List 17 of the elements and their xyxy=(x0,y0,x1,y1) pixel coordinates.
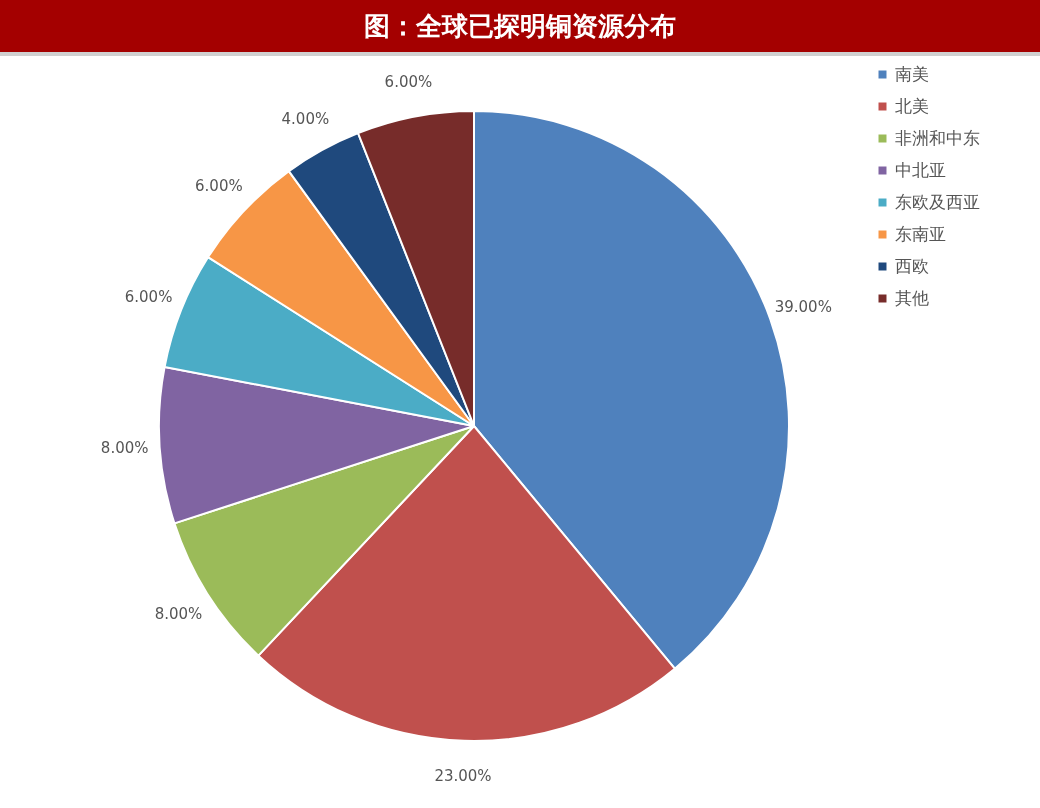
data-label: 23.00% xyxy=(434,766,492,785)
legend-label: 南美 xyxy=(895,63,929,84)
data-label: 6.00% xyxy=(124,288,173,307)
data-label: 8.00% xyxy=(154,604,203,623)
legend-label: 中北亚 xyxy=(895,159,946,180)
legend-label: 其他 xyxy=(895,287,929,308)
legend-label: 东欧及西亚 xyxy=(895,191,980,212)
data-label: 6.00% xyxy=(384,73,433,92)
data-label: 6.00% xyxy=(195,177,243,196)
data-label: 8.00% xyxy=(100,438,149,457)
legend-label: 北美 xyxy=(895,95,929,116)
chart-title: 图：全球已探明铜资源分布 xyxy=(0,0,1040,56)
legend-label: 非洲和中东 xyxy=(895,127,980,148)
data-label: 4.00% xyxy=(281,110,330,129)
data-label: 39.00% xyxy=(774,298,832,317)
legend-label: 西欧 xyxy=(895,255,929,276)
legend-label: 东南亚 xyxy=(895,223,946,244)
